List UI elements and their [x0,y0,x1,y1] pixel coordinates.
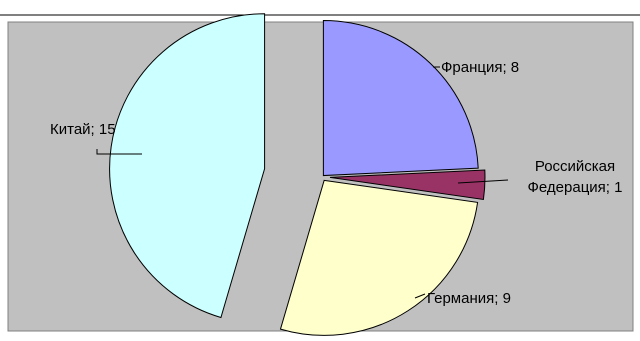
pie-slice-российская-федерация [329,169,486,201]
data-labels: Франция; 8 Российская Федерация; 1 Германия… [50,59,622,307]
data-label-франция: Франция; 8 [441,59,519,76]
pie-slice-германия [279,179,479,336]
leader-line-3 [414,293,426,299]
pie-slice-франция [322,20,479,177]
slices-layer [109,13,486,336]
leader-lines [96,66,509,299]
leader-line-2 [457,179,509,184]
pie-slice-китай [109,13,266,319]
data-label-китай: Китай; 15 [50,121,116,138]
data-label-германия: Германия; 9 [427,290,511,307]
leader-line-4 [96,149,142,155]
data-label-российская-федерация: Российская Федерация; 1 [528,158,623,196]
